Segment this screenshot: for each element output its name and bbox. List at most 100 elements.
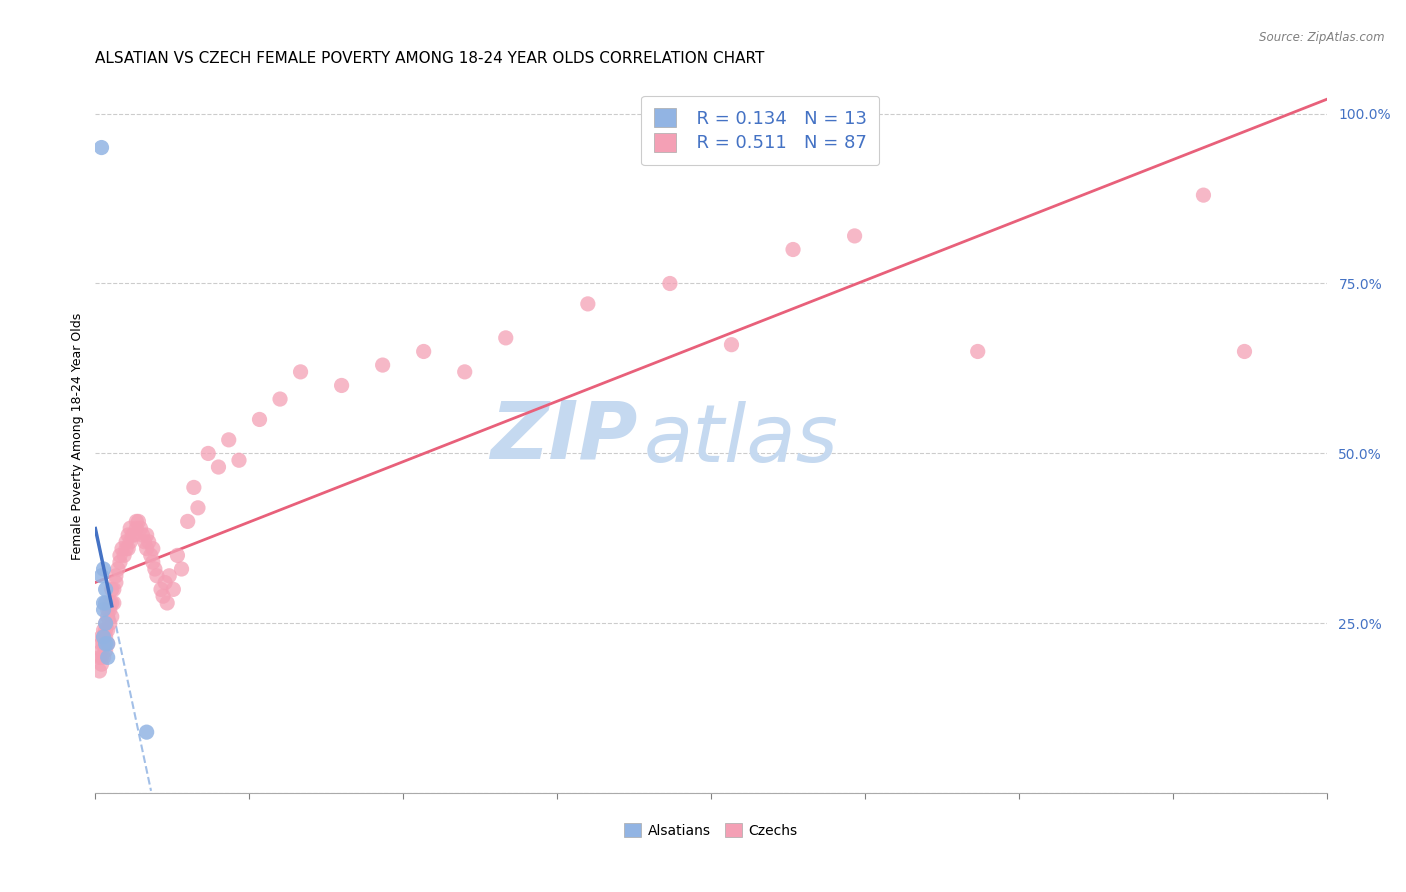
Point [782,243,804,257]
Point [142,541,165,556]
Point [966,344,988,359]
Point [90,569,112,583]
Point [125,515,148,529]
Point [162,582,184,597]
Point [108,549,131,563]
Point [90,140,112,154]
Point [139,549,162,563]
Point [94,616,117,631]
Point [658,277,681,291]
Point [111,541,134,556]
Point [97,623,120,637]
Point [121,528,143,542]
Point [94,643,117,657]
Point [94,596,117,610]
Point [135,528,157,542]
Point [156,596,179,610]
Point [90,657,112,672]
Point [107,562,129,576]
Point [117,541,139,556]
Point [176,515,198,529]
Point [108,555,131,569]
Point [90,637,112,651]
Point [1233,344,1256,359]
Point [115,534,138,549]
Point [142,555,165,569]
Point [117,528,139,542]
Point [94,616,117,631]
Point [93,562,115,576]
Point [135,541,157,556]
Point [138,534,160,549]
Text: ZIP: ZIP [489,398,637,475]
Point [197,446,219,460]
Point [93,623,115,637]
Point [371,358,394,372]
Point [93,596,115,610]
Point [93,603,115,617]
Point [135,725,157,739]
Point [103,596,125,610]
Point [97,637,120,651]
Point [218,433,240,447]
Point [495,331,517,345]
Point [100,596,122,610]
Point [269,392,291,406]
Point [249,412,271,426]
Point [97,637,120,651]
Point [115,541,138,556]
Legend: Alsatians, Czechs: Alsatians, Czechs [619,818,803,844]
Point [97,609,120,624]
Point [153,575,176,590]
Point [187,500,209,515]
Point [125,521,148,535]
Point [290,365,312,379]
Point [207,460,229,475]
Point [89,650,111,665]
Point [103,582,125,597]
Point [98,596,121,610]
Text: atlas: atlas [643,401,838,479]
Point [93,650,115,665]
Point [576,297,599,311]
Point [170,562,193,576]
Point [720,337,742,351]
Point [228,453,250,467]
Point [150,582,173,597]
Point [127,515,149,529]
Point [844,228,866,243]
Text: Source: ZipAtlas.com: Source: ZipAtlas.com [1260,31,1385,45]
Point [90,643,112,657]
Point [93,630,115,644]
Point [94,630,117,644]
Point [120,521,142,535]
Point [104,575,127,590]
Point [129,521,152,535]
Point [98,616,121,631]
Point [183,480,205,494]
Point [104,569,127,583]
Point [97,650,120,665]
Point [100,582,122,597]
Point [134,534,156,549]
Point [157,569,180,583]
Point [93,637,115,651]
Point [89,664,111,678]
Point [124,528,146,542]
Point [454,365,477,379]
Point [120,534,142,549]
Point [93,630,115,644]
Point [100,609,122,624]
Point [412,344,434,359]
Point [330,378,353,392]
Point [1192,188,1215,202]
Point [90,650,112,665]
Point [98,603,121,617]
Point [94,582,117,597]
Point [112,549,135,563]
Point [97,603,120,617]
Point [152,589,174,603]
Point [94,637,117,651]
Point [90,630,112,644]
Y-axis label: Female Poverty Among 18-24 Year Olds: Female Poverty Among 18-24 Year Olds [72,313,84,560]
